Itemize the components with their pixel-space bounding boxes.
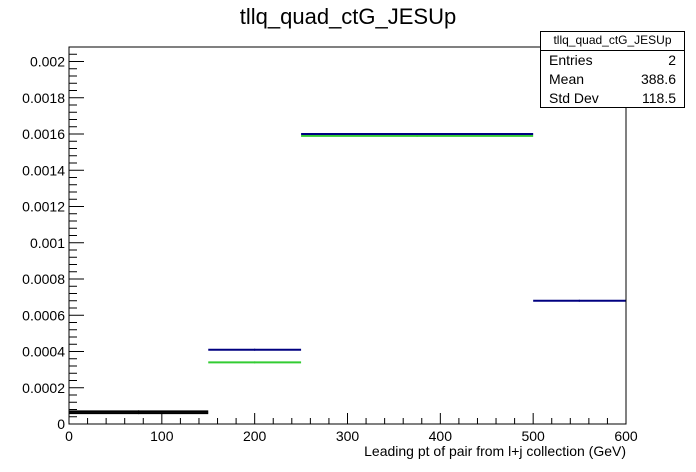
stats-row-std-dev: Std Dev 118.5 — [541, 89, 684, 108]
x-tick-label: 600 — [614, 428, 638, 444]
x-tick-label: 0 — [65, 428, 73, 444]
x-tick-label: 300 — [336, 428, 360, 444]
y-tick-label: 0.0002 — [22, 380, 65, 396]
y-tick-label: 0.002 — [30, 54, 65, 70]
chart-title: tllq_quad_ctG_JESUp — [239, 4, 457, 29]
y-tick-label: 0.0016 — [22, 126, 65, 142]
x-axis-label: Leading pt of pair from l+j collection (… — [364, 443, 626, 459]
x-tick-label: 500 — [521, 428, 545, 444]
stats-label: Entries — [549, 52, 593, 68]
stats-label: Std Dev — [549, 90, 599, 106]
y-tick-label: 0.0006 — [22, 307, 65, 323]
x-tick-label: 100 — [150, 428, 174, 444]
y-tick-label: 0.0018 — [22, 90, 65, 106]
stats-row-mean: Mean 388.6 — [541, 70, 684, 89]
stats-box: tllq_quad_ctG_JESUp Entries 2 Mean 388.6… — [540, 31, 685, 108]
stats-label: Mean — [549, 71, 585, 87]
stats-row-entries: Entries 2 — [541, 51, 684, 70]
x-tick-label: 200 — [243, 428, 267, 444]
y-tick-label: 0.001 — [30, 235, 65, 251]
y-tick-label: 0.0012 — [22, 199, 65, 215]
stats-value: 118.5 — [642, 90, 676, 106]
x-tick-label: 400 — [429, 428, 453, 444]
y-tick-label: 0.0008 — [22, 271, 65, 287]
stats-value: 2 — [668, 52, 676, 68]
y-tick-label: 0.0014 — [22, 162, 65, 178]
stats-box-title: tllq_quad_ctG_JESUp — [541, 32, 684, 51]
y-tick-label: 0.0004 — [22, 344, 65, 360]
y-tick-label: 0 — [57, 416, 65, 432]
stats-value: 388.6 — [640, 71, 676, 87]
